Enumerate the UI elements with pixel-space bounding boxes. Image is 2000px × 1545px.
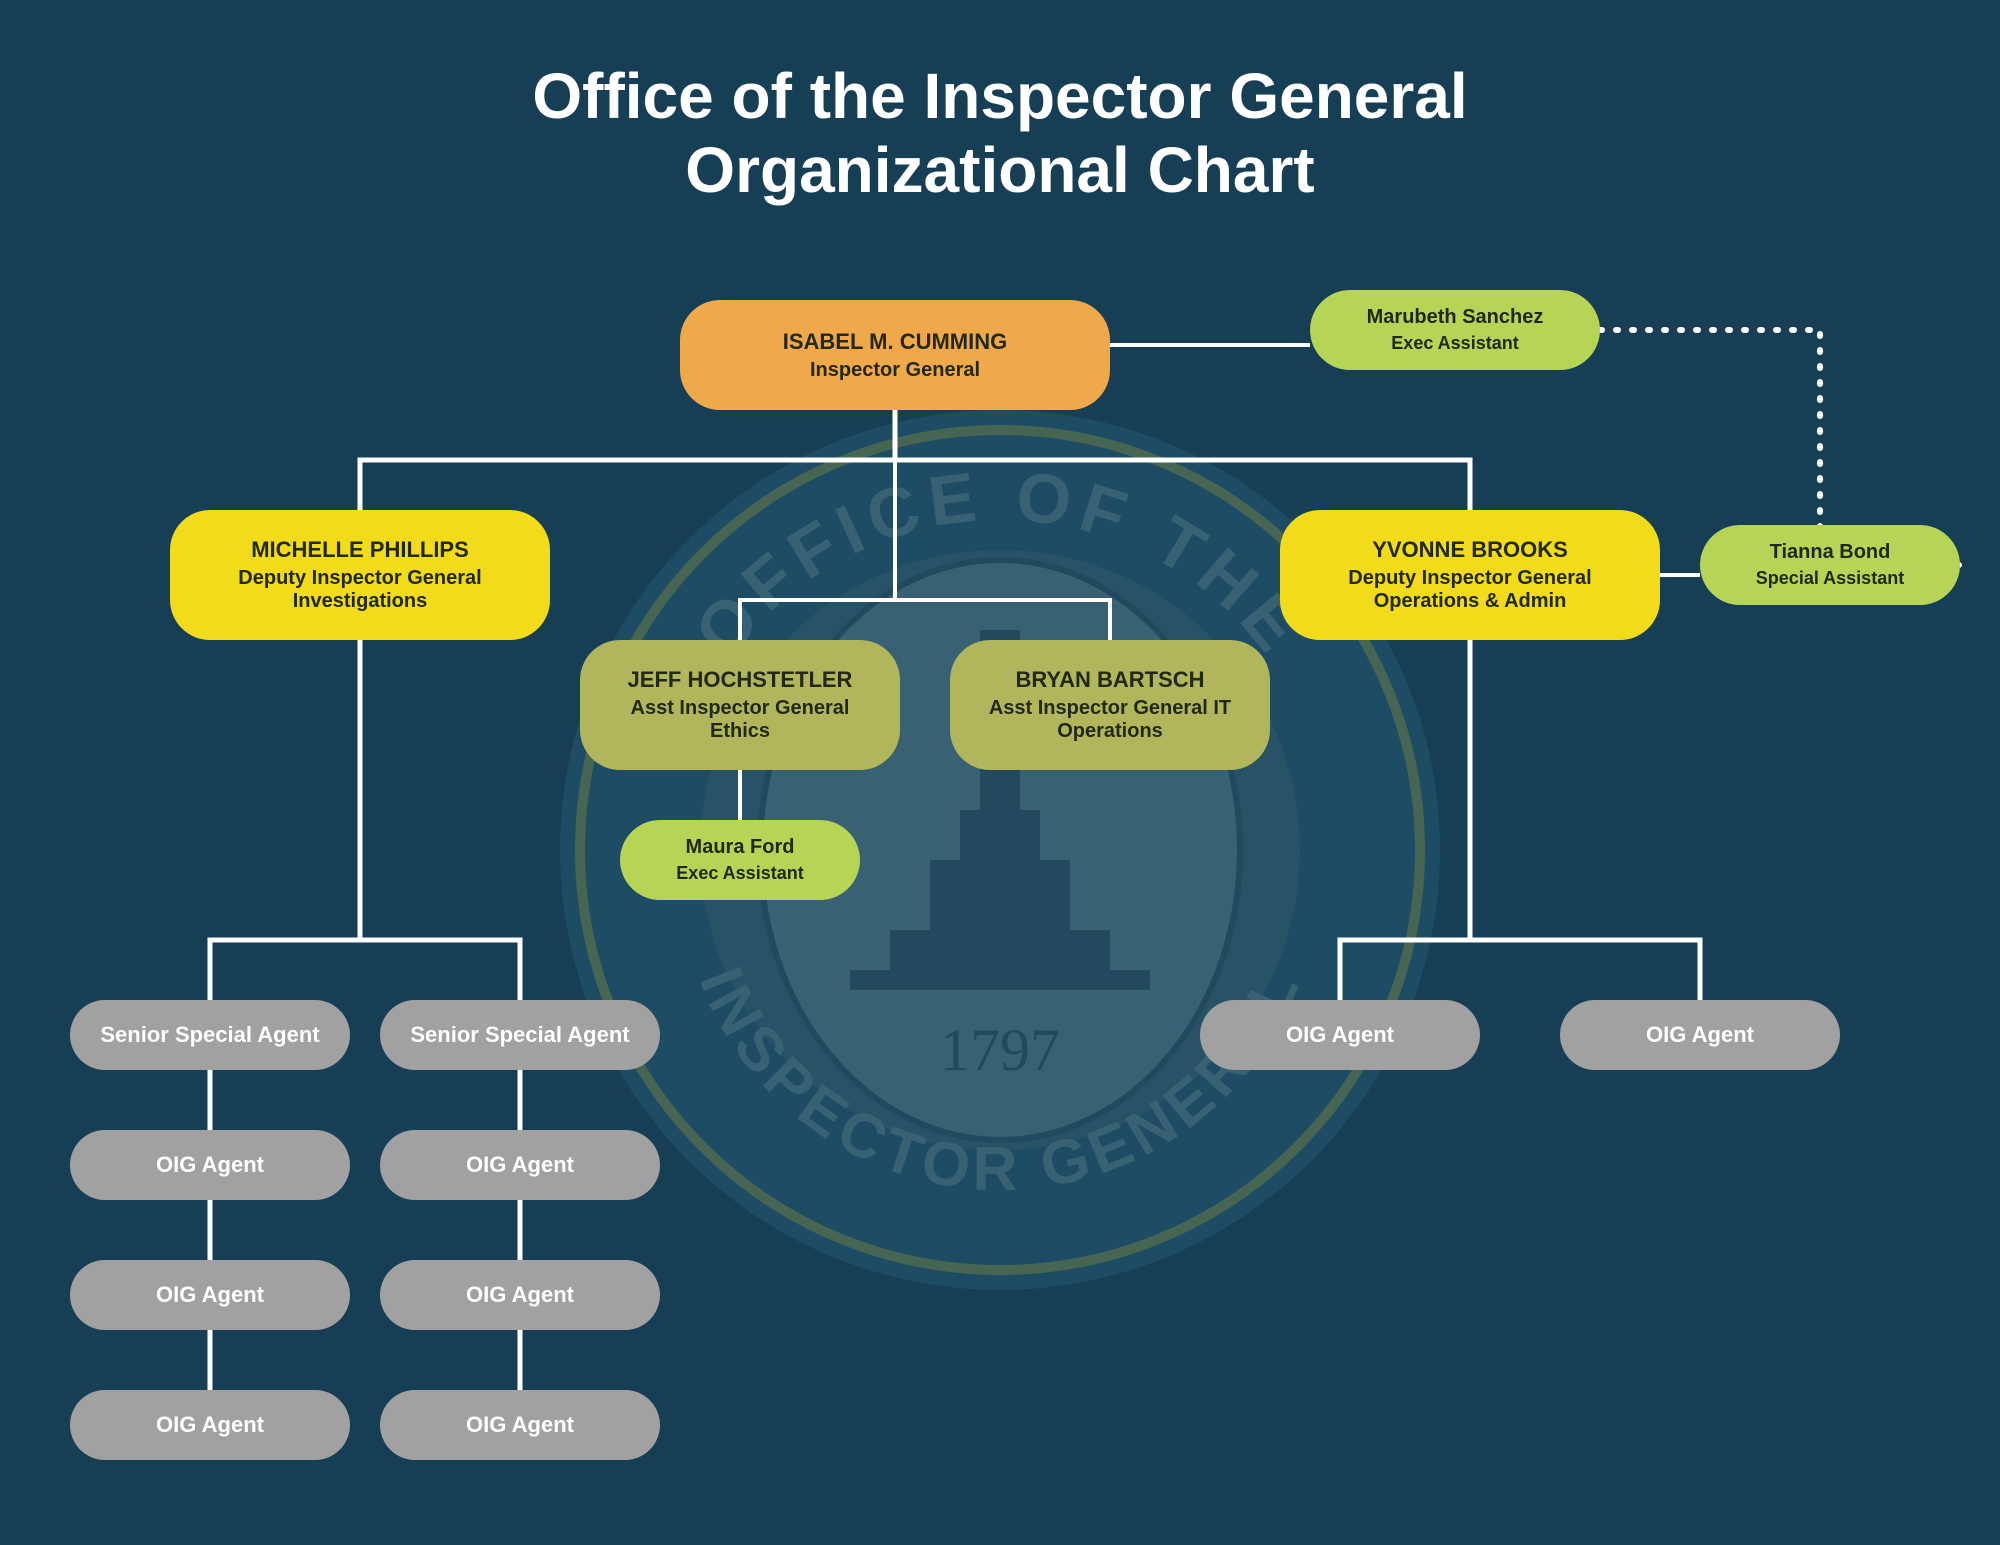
svg-text:OFFICE OF THE: OFFICE OF THE: [679, 456, 1321, 671]
node-oig-agent: OIG Agent: [1560, 1000, 1840, 1070]
node-label: OIG Agent: [466, 1282, 574, 1308]
title-line1: Office of the Inspector General: [0, 60, 2000, 134]
svg-text:1797: 1797: [940, 1017, 1060, 1083]
node-label: OIG Agent: [156, 1412, 264, 1438]
node-label: OIG Agent: [1286, 1022, 1394, 1048]
node-aig-it-operations: BRYAN BARTSCH Asst Inspector General IT …: [950, 640, 1270, 770]
node-oig-agent: OIG Agent: [1200, 1000, 1480, 1070]
node-name: YVONNE BROOKS: [1372, 537, 1568, 563]
node-exec-assistant-sanchez: Marubeth Sanchez Exec Assistant: [1310, 290, 1600, 370]
node-dig-investigations: MICHELLE PHILLIPS Deputy Inspector Gener…: [170, 510, 550, 640]
node-label: Senior Special Agent: [100, 1022, 319, 1048]
node-name: JEFF HOCHSTETLER: [628, 667, 853, 693]
node-role: Exec Assistant: [1391, 333, 1518, 354]
page-title: Office of the Inspector General Organiza…: [0, 60, 2000, 207]
node-role: Exec Assistant: [676, 863, 803, 884]
node-role: Inspector General: [810, 359, 980, 382]
node-role: Deputy Inspector General Operations & Ad…: [1310, 567, 1630, 613]
node-role: Asst Inspector General IT Operations: [980, 697, 1240, 743]
node-name: Maura Ford: [686, 836, 795, 859]
node-oig-agent: OIG Agent: [70, 1390, 350, 1460]
node-label: OIG Agent: [156, 1282, 264, 1308]
node-name: Tianna Bond: [1770, 541, 1891, 564]
node-role: Deputy Inspector General Investigations: [200, 567, 520, 613]
node-label: OIG Agent: [466, 1152, 574, 1178]
svg-text:INSPECTOR GENERAL: INSPECTOR GENERAL: [686, 957, 1315, 1204]
node-dig-operations: YVONNE BROOKS Deputy Inspector General O…: [1280, 510, 1660, 640]
node-inspector-general: ISABEL M. CUMMING Inspector General: [680, 300, 1110, 410]
node-label: OIG Agent: [1646, 1022, 1754, 1048]
node-senior-special-agent: Senior Special Agent: [70, 1000, 350, 1070]
node-oig-agent: OIG Agent: [70, 1260, 350, 1330]
node-role: Asst Inspector General Ethics: [610, 697, 870, 743]
node-exec-assistant-ford: Maura Ford Exec Assistant: [620, 820, 860, 900]
title-line2: Organizational Chart: [0, 134, 2000, 208]
node-label: OIG Agent: [466, 1412, 574, 1438]
node-special-assistant-bond: Tianna Bond Special Assistant: [1700, 525, 1960, 605]
node-label: Senior Special Agent: [410, 1022, 629, 1048]
node-name: BRYAN BARTSCH: [1015, 667, 1204, 693]
node-name: Marubeth Sanchez: [1367, 306, 1544, 329]
node-aig-ethics: JEFF HOCHSTETLER Asst Inspector General …: [580, 640, 900, 770]
node-label: OIG Agent: [156, 1152, 264, 1178]
node-senior-special-agent: Senior Special Agent: [380, 1000, 660, 1070]
node-oig-agent: OIG Agent: [380, 1130, 660, 1200]
node-oig-agent: OIG Agent: [380, 1390, 660, 1460]
node-oig-agent: OIG Agent: [380, 1260, 660, 1330]
node-oig-agent: OIG Agent: [70, 1130, 350, 1200]
node-name: ISABEL M. CUMMING: [783, 329, 1007, 355]
node-name: MICHELLE PHILLIPS: [251, 537, 469, 563]
node-role: Special Assistant: [1756, 568, 1904, 589]
